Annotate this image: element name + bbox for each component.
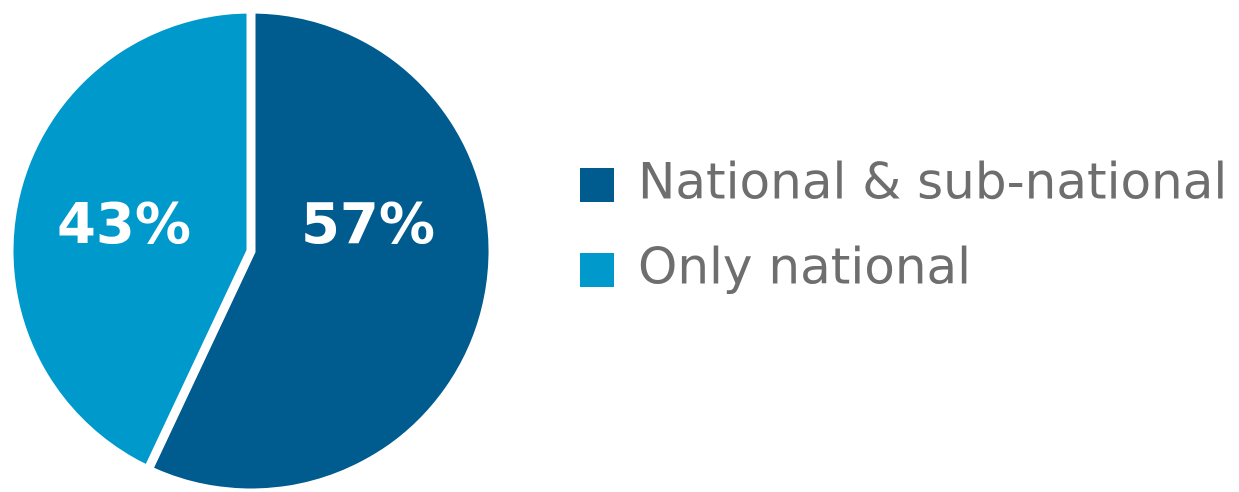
- legend: National & sub-national Only national: [580, 153, 1227, 296]
- pie-slices: [4, 4, 498, 492]
- pie-slice-0: [141, 4, 498, 492]
- pie-value-labels: 57% 43%: [57, 192, 435, 257]
- legend-label-1: Only national: [638, 238, 971, 296]
- legend-swatch-1: [580, 253, 614, 287]
- legend-label-0: National & sub-national: [638, 153, 1227, 211]
- pie-value-label-0: 57%: [301, 192, 435, 257]
- pie-slice-1: [4, 4, 256, 476]
- legend-swatch-0: [580, 168, 614, 202]
- pie-value-label-1: 43%: [57, 192, 191, 257]
